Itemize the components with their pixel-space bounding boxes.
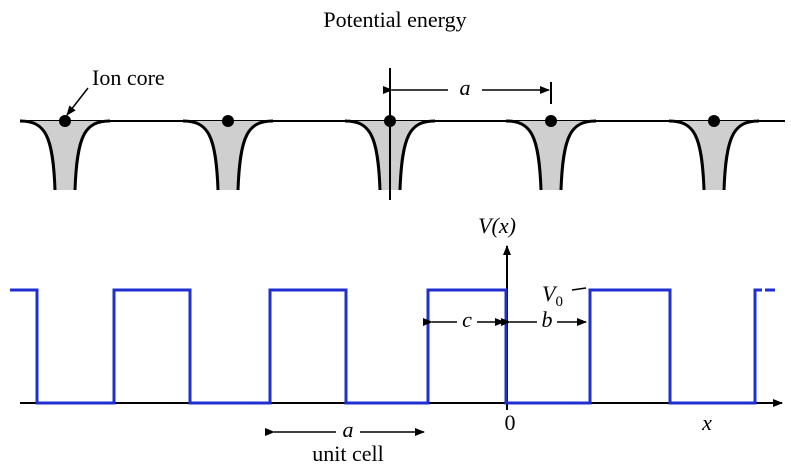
well-edge <box>236 119 274 191</box>
ion-core <box>222 115 234 127</box>
square-wave <box>10 288 775 405</box>
label-bg <box>457 310 477 334</box>
ion-arrow <box>66 87 89 116</box>
ion-core <box>708 115 720 127</box>
crystal-potential <box>19 115 785 191</box>
ion-core <box>59 115 71 127</box>
x-label: x <box>701 410 712 435</box>
well-edge <box>722 119 760 191</box>
ion-label: Ion core <box>92 65 165 90</box>
barrier-base: V <box>542 281 558 306</box>
b-label: b <box>542 307 553 332</box>
well-edge <box>73 119 111 191</box>
cell-label: unit cell <box>312 441 383 466</box>
well-edge <box>182 119 220 191</box>
well-edge <box>344 119 382 191</box>
well-edge <box>398 119 436 191</box>
well-fill <box>20 121 110 190</box>
well-edge <box>559 119 597 191</box>
well-edge <box>505 119 543 191</box>
label-bg <box>448 76 482 104</box>
well-edge <box>668 119 706 191</box>
ion-core <box>545 115 557 127</box>
well-fill <box>669 121 759 190</box>
period-label: a <box>343 417 354 442</box>
barrier-sub: 0 <box>555 294 563 310</box>
v-axis-label: V(x) <box>478 213 516 238</box>
barrier-dash <box>571 287 587 291</box>
label-bg <box>537 310 557 334</box>
title: Potential energy <box>323 7 466 32</box>
well-fill <box>183 121 273 190</box>
well-edge <box>19 119 57 191</box>
v-axis-text: V(x) <box>478 213 516 238</box>
barrier-label: V0 <box>542 281 563 310</box>
spacing-label: a <box>460 75 471 100</box>
well-fill <box>506 121 596 190</box>
origin-label: 0 <box>505 410 516 435</box>
c-label: c <box>462 307 472 332</box>
label-bg <box>336 420 360 444</box>
